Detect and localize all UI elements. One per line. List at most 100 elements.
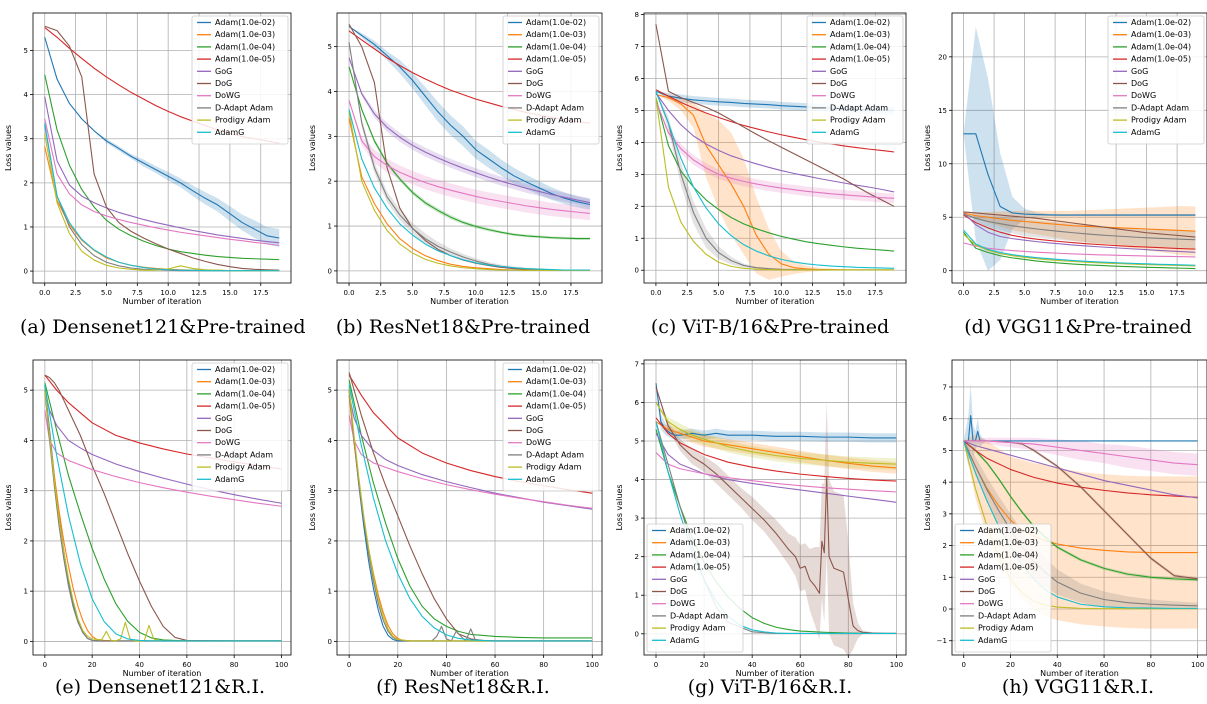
series-line: [44, 385, 282, 642]
x-tick-label: 7.5: [1050, 289, 1061, 297]
series-line: [44, 25, 280, 271]
series-band: [349, 100, 590, 221]
x-tick-label: 40: [442, 661, 451, 669]
y-tick-label: 3: [635, 171, 639, 179]
series-line: [44, 390, 282, 504]
legend-label: Adam(1.0e-05): [670, 563, 730, 572]
x-tick-label: 2.5: [70, 289, 81, 297]
y-tick-label: 1: [24, 223, 28, 231]
legend-label: AdamG: [215, 475, 244, 484]
x-tick-label: 2.5: [989, 289, 1000, 297]
legend-label: Adam(1.0e-04): [670, 550, 730, 559]
legend-label: Prodigy Adam: [526, 116, 582, 125]
legend: Adam(1.0e-02) Adam(1.0e-03) Adam(1.0e-04) A…: [191, 15, 289, 145]
y-tick-label: 4: [328, 437, 333, 445]
legend-label: Adam(1.0e-02): [978, 526, 1038, 535]
series-line: [655, 97, 895, 252]
x-tick-label: 100: [275, 661, 288, 669]
legend-label: Adam(1.0e-03): [526, 377, 586, 386]
series-band: [963, 214, 1196, 249]
y-axis-label: Loss values: [4, 484, 13, 530]
legend: Adam(1.0e-02) Adam(1.0e-03) Adam(1.0e-04) A…: [502, 15, 600, 145]
axes-frame: [643, 12, 907, 284]
x-tick-label: 12.5: [500, 289, 516, 297]
series-line: [963, 229, 1196, 266]
legend-label: D-Adapt Adam: [1131, 103, 1189, 112]
legend-label: Adam(1.0e-05): [215, 402, 275, 411]
legend-label: D-Adapt Adam: [526, 450, 584, 459]
series-line: [963, 440, 1198, 466]
subfigure-caption: (h) VGG11&R.I.: [1001, 676, 1155, 698]
series-line: [963, 213, 1196, 241]
y-axis-label: Loss values: [615, 125, 624, 171]
legend-label: DoG: [978, 587, 995, 596]
legend-label: Adam(1.0e-03): [978, 538, 1038, 547]
legend-label: DoG: [830, 79, 847, 88]
series-line: [963, 233, 1196, 267]
y-tick-label: 3: [328, 487, 332, 495]
legend-label: D-Adapt Adam: [670, 611, 728, 620]
legend: Adam(1.0e-02) Adam(1.0e-03) Adam(1.0e-04) A…: [502, 362, 600, 492]
series-band: [44, 37, 280, 247]
y-tick-label: 0: [635, 267, 639, 275]
x-tick-label: 5.0: [713, 289, 724, 297]
y-tick-label: 2: [328, 178, 332, 186]
x-tick-label: 0: [654, 661, 658, 669]
subfigure-caption: (a) Densenet121&Pre-trained: [20, 316, 306, 338]
x-tick-label: 7.5: [744, 289, 755, 297]
y-tick-label: 5: [328, 43, 332, 51]
legend-label: Adam(1.0e-04): [978, 550, 1038, 559]
series-line: [44, 118, 280, 247]
series-band: [655, 100, 895, 204]
y-tick-label: 20: [938, 53, 947, 61]
x-axis-label: Number of iteration: [1040, 669, 1119, 678]
legend-label: Adam(1.0e-03): [526, 30, 586, 39]
y-tick-label: 0: [943, 606, 947, 614]
x-tick-label: 0: [43, 661, 47, 669]
x-axis-label: Number of iteration: [1040, 297, 1119, 306]
series-line: [348, 111, 590, 271]
series-line: [655, 97, 895, 271]
x-tick-label: 100: [890, 661, 903, 669]
series-line: [963, 211, 1196, 238]
legend-label: GoG: [1131, 67, 1148, 76]
legend-label: DoWG: [526, 438, 551, 447]
legend: Adam(1.0e-02) Adam(1.0e-03) Adam(1.0e-04) A…: [954, 523, 1052, 653]
axes-frame: [336, 12, 603, 284]
legend-label: GoG: [830, 67, 847, 76]
subfigure-caption: (b) ResNet18&Pre-trained: [335, 316, 591, 338]
legend-label: DoG: [526, 426, 543, 435]
legend-label: DoWG: [1131, 91, 1156, 100]
legend: Adam(1.0e-02) Adam(1.0e-03) Adam(1.0e-04) A…: [646, 523, 744, 653]
series-line: [44, 123, 280, 272]
x-tick-label: 17.5: [563, 289, 579, 297]
x-tick-label: 80: [539, 661, 548, 669]
axes-frame: [951, 359, 1207, 656]
x-tick-label: 20: [1006, 661, 1015, 669]
legend-label: Adam(1.0e-04): [830, 42, 890, 51]
x-tick-label: 0: [961, 661, 965, 669]
y-tick-label: 5: [24, 387, 28, 395]
x-tick-label: 40: [748, 661, 757, 669]
legend-label: Adam(1.0e-04): [215, 42, 275, 51]
x-tick-label: 40: [135, 661, 144, 669]
x-tick-label: 5.0: [407, 289, 418, 297]
y-tick-label: 1: [635, 235, 639, 243]
x-tick-label: 15.0: [531, 289, 547, 297]
series-line: [348, 57, 591, 204]
legend-label: Prodigy Adam: [670, 624, 726, 633]
series-line: [655, 383, 897, 439]
x-tick-label: 10.0: [468, 289, 484, 297]
legend-label: AdamG: [1131, 128, 1160, 137]
series-line: [348, 385, 593, 642]
legend-label: DoWG: [830, 91, 855, 100]
y-tick-label: 4: [328, 88, 333, 96]
x-axis-label: Number of iteration: [736, 297, 815, 306]
y-tick-label: 1: [328, 223, 332, 231]
y-tick-label: 3: [943, 510, 947, 518]
x-tick-label: 0.0: [958, 289, 969, 297]
